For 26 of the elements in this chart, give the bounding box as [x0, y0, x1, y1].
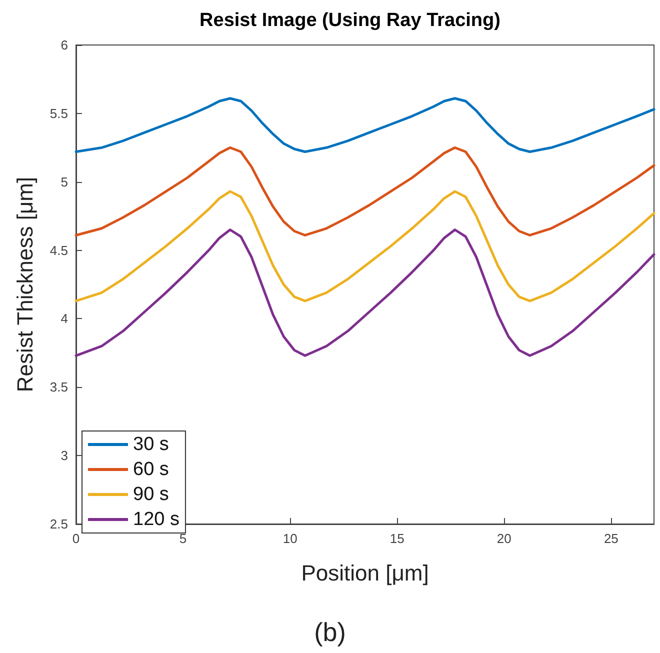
y-axis-title: Resist Thickness [μm] — [12, 176, 38, 392]
line-series — [74, 228, 656, 357]
line-series — [74, 146, 656, 236]
x-tick-label: 15 — [390, 531, 404, 546]
line-series — [74, 190, 656, 302]
x-tick-label: 25 — [604, 531, 618, 546]
y-tick-label: 2.5 — [50, 516, 68, 532]
y-tick-label: 6 — [60, 38, 68, 52]
x-axis-title: Position [μm] — [301, 560, 429, 586]
x-tick-label: 0 — [72, 531, 80, 546]
x-tick-label: 10 — [282, 531, 298, 546]
chart-title: Resist Image (Using Ray Tracing) — [200, 10, 500, 31]
y-tick-label: 3 — [60, 448, 68, 464]
y-tick-label: 5.5 — [50, 106, 68, 121]
legend-label: 30 s — [133, 434, 169, 455]
line-series — [74, 97, 656, 153]
y-tick-label: 5 — [60, 174, 68, 190]
x-tick-label: 20 — [496, 531, 512, 546]
legend-label: 90 s — [133, 484, 169, 505]
legend-label: 60 s — [133, 459, 169, 480]
x-tick-label: 5 — [179, 531, 187, 546]
y-tick-label: 4.5 — [50, 242, 68, 258]
y-tick-label: 4 — [60, 311, 68, 326]
legend-label: 120 s — [133, 509, 180, 530]
y-tick-label: 3.5 — [50, 380, 68, 395]
text: (b) — [314, 617, 346, 647]
